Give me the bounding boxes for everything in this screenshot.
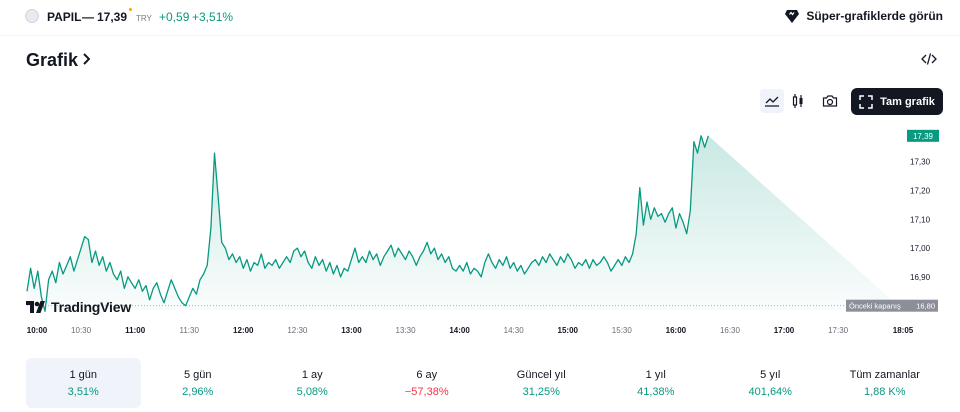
x-tick-label: 15:00 — [558, 326, 579, 335]
y-tick-label: 16,90 — [910, 273, 931, 282]
y-tick-label: 17,30 — [910, 158, 931, 167]
x-tick-label: 13:00 — [341, 326, 362, 335]
x-tick-label: 12:30 — [287, 326, 308, 335]
range-change: 401,64% — [748, 386, 792, 398]
range-label: 5 gün — [183, 369, 212, 381]
area-chart-button[interactable] — [760, 89, 784, 113]
range-change: 3,51% — [67, 386, 99, 398]
price-area-fill — [27, 135, 903, 312]
range-change: 31,25% — [522, 386, 560, 398]
range-change: 1,88 K% — [863, 386, 906, 398]
symbol-logo-icon — [25, 9, 39, 23]
last-price-label: 17,39 — [913, 132, 934, 141]
prev-close-value: 16,80 — [916, 302, 935, 311]
symbol-header: PAPIL — 17,39 TRY +0,59 +3,51% Süper-gra… — [0, 0, 960, 36]
price-line — [26, 135, 709, 313]
range-change: −57,38% — [404, 386, 449, 398]
range-label: 5 yıl — [760, 369, 781, 381]
prev-close-label: Önceki kapanış — [849, 302, 901, 311]
performance-ranges: 1 gün 3,51% 5 gün 2,96% 1 ay 5,08% 6 ay −57,38%… — [26, 358, 942, 408]
camera-icon — [822, 95, 838, 107]
area-chart-icon — [765, 96, 779, 107]
y-tick-label: 17,20 — [910, 187, 931, 196]
x-tick-label: 11:00 — [125, 326, 146, 335]
tradingview-logo-icon — [26, 301, 45, 313]
section-title-text: Grafik — [26, 50, 79, 70]
x-tick-label: 16:00 — [666, 326, 687, 335]
symbol-change: +0,59 — [159, 10, 190, 24]
x-tick-label: 18:05 — [893, 326, 914, 335]
range-change: 41,38% — [637, 386, 675, 398]
range-change: 2,96% — [182, 386, 214, 398]
range-label: 1 ay — [301, 369, 323, 381]
candles-icon — [792, 94, 803, 108]
symbol-price: 17,39 — [97, 10, 128, 24]
full-chart-button[interactable]: Tam grafik — [851, 88, 943, 115]
x-tick-label: 17:00 — [774, 326, 795, 335]
market-status-dot-icon — [129, 8, 132, 11]
range-label: 6 ay — [416, 369, 438, 381]
embed-code-icon[interactable] — [921, 52, 937, 66]
range-tab[interactable]: 5 gün 2,96% — [141, 358, 256, 408]
range-tab[interactable]: Güncel yıl 31,25% — [484, 358, 599, 408]
super-charts-label: Süper-grafiklerde görün — [806, 9, 943, 23]
chart-section-title[interactable]: Grafik — [26, 50, 91, 71]
x-tick-label: 17:30 — [828, 326, 849, 335]
x-tick-label: 11:30 — [180, 326, 200, 335]
x-tick-label: 16:30 — [720, 326, 741, 335]
range-tab[interactable]: Tüm zamanlar 1,88 K% — [828, 358, 943, 408]
range-tab[interactable]: 6 ay −57,38% — [370, 358, 485, 408]
last-price-badge — [907, 129, 939, 142]
x-tick-label: 10:00 — [27, 326, 48, 335]
tradingview-brand: TradingView — [51, 299, 132, 315]
chevron-right-icon — [82, 52, 91, 70]
x-tick-label: 14:30 — [504, 326, 525, 335]
x-tick-label: 14:00 — [449, 326, 470, 335]
y-tick-label: 17,10 — [910, 215, 931, 224]
x-tick-label: 13:30 — [396, 326, 417, 335]
range-label: 1 yıl — [645, 369, 666, 381]
full-chart-label: Tam grafik — [880, 95, 935, 108]
range-tab[interactable]: 1 ay 5,08% — [255, 358, 370, 408]
x-tick-label: 12:00 — [233, 326, 254, 335]
fullscreen-icon — [859, 94, 873, 109]
screenshot-button[interactable] — [818, 89, 842, 113]
super-charts-link[interactable]: Süper-grafiklerde görün — [784, 8, 943, 24]
supercharts-icon — [785, 10, 800, 23]
symbol-separator: — — [82, 10, 94, 24]
range-tab[interactable]: 1 yıl 41,38% — [599, 358, 714, 408]
symbol-name[interactable]: PAPIL — [47, 10, 82, 24]
candles-button[interactable] — [786, 89, 810, 113]
x-tick-label: 10:30 — [71, 326, 92, 335]
price-chart[interactable]: 17,30 17,20 17,10 17,00 16,90 17,39 Önceki kap… — [0, 120, 960, 345]
range-tab[interactable]: 1 gün 3,51% — [26, 358, 141, 408]
range-change: 5,08% — [296, 386, 328, 398]
x-tick-label: 15:30 — [612, 326, 633, 335]
symbol-currency: TRY — [136, 14, 152, 23]
range-tab[interactable]: 5 yıl 401,64% — [713, 358, 828, 408]
tradingview-logo[interactable]: TradingView — [26, 299, 131, 315]
range-label: Tüm zamanlar — [849, 369, 920, 381]
range-label: 1 gün — [69, 369, 98, 381]
prev-close-badge — [846, 299, 938, 312]
y-tick-label: 17,00 — [910, 244, 931, 253]
range-label: Güncel yıl — [516, 369, 566, 381]
symbol-change-percent: +3,51% — [192, 10, 234, 24]
